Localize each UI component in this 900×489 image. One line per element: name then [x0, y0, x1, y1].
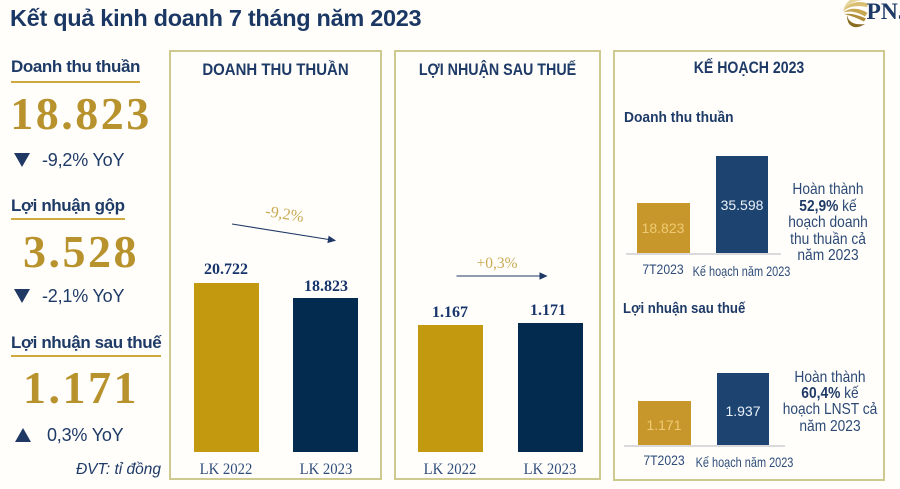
svg-text:PNJ: PNJ	[867, 0, 900, 25]
